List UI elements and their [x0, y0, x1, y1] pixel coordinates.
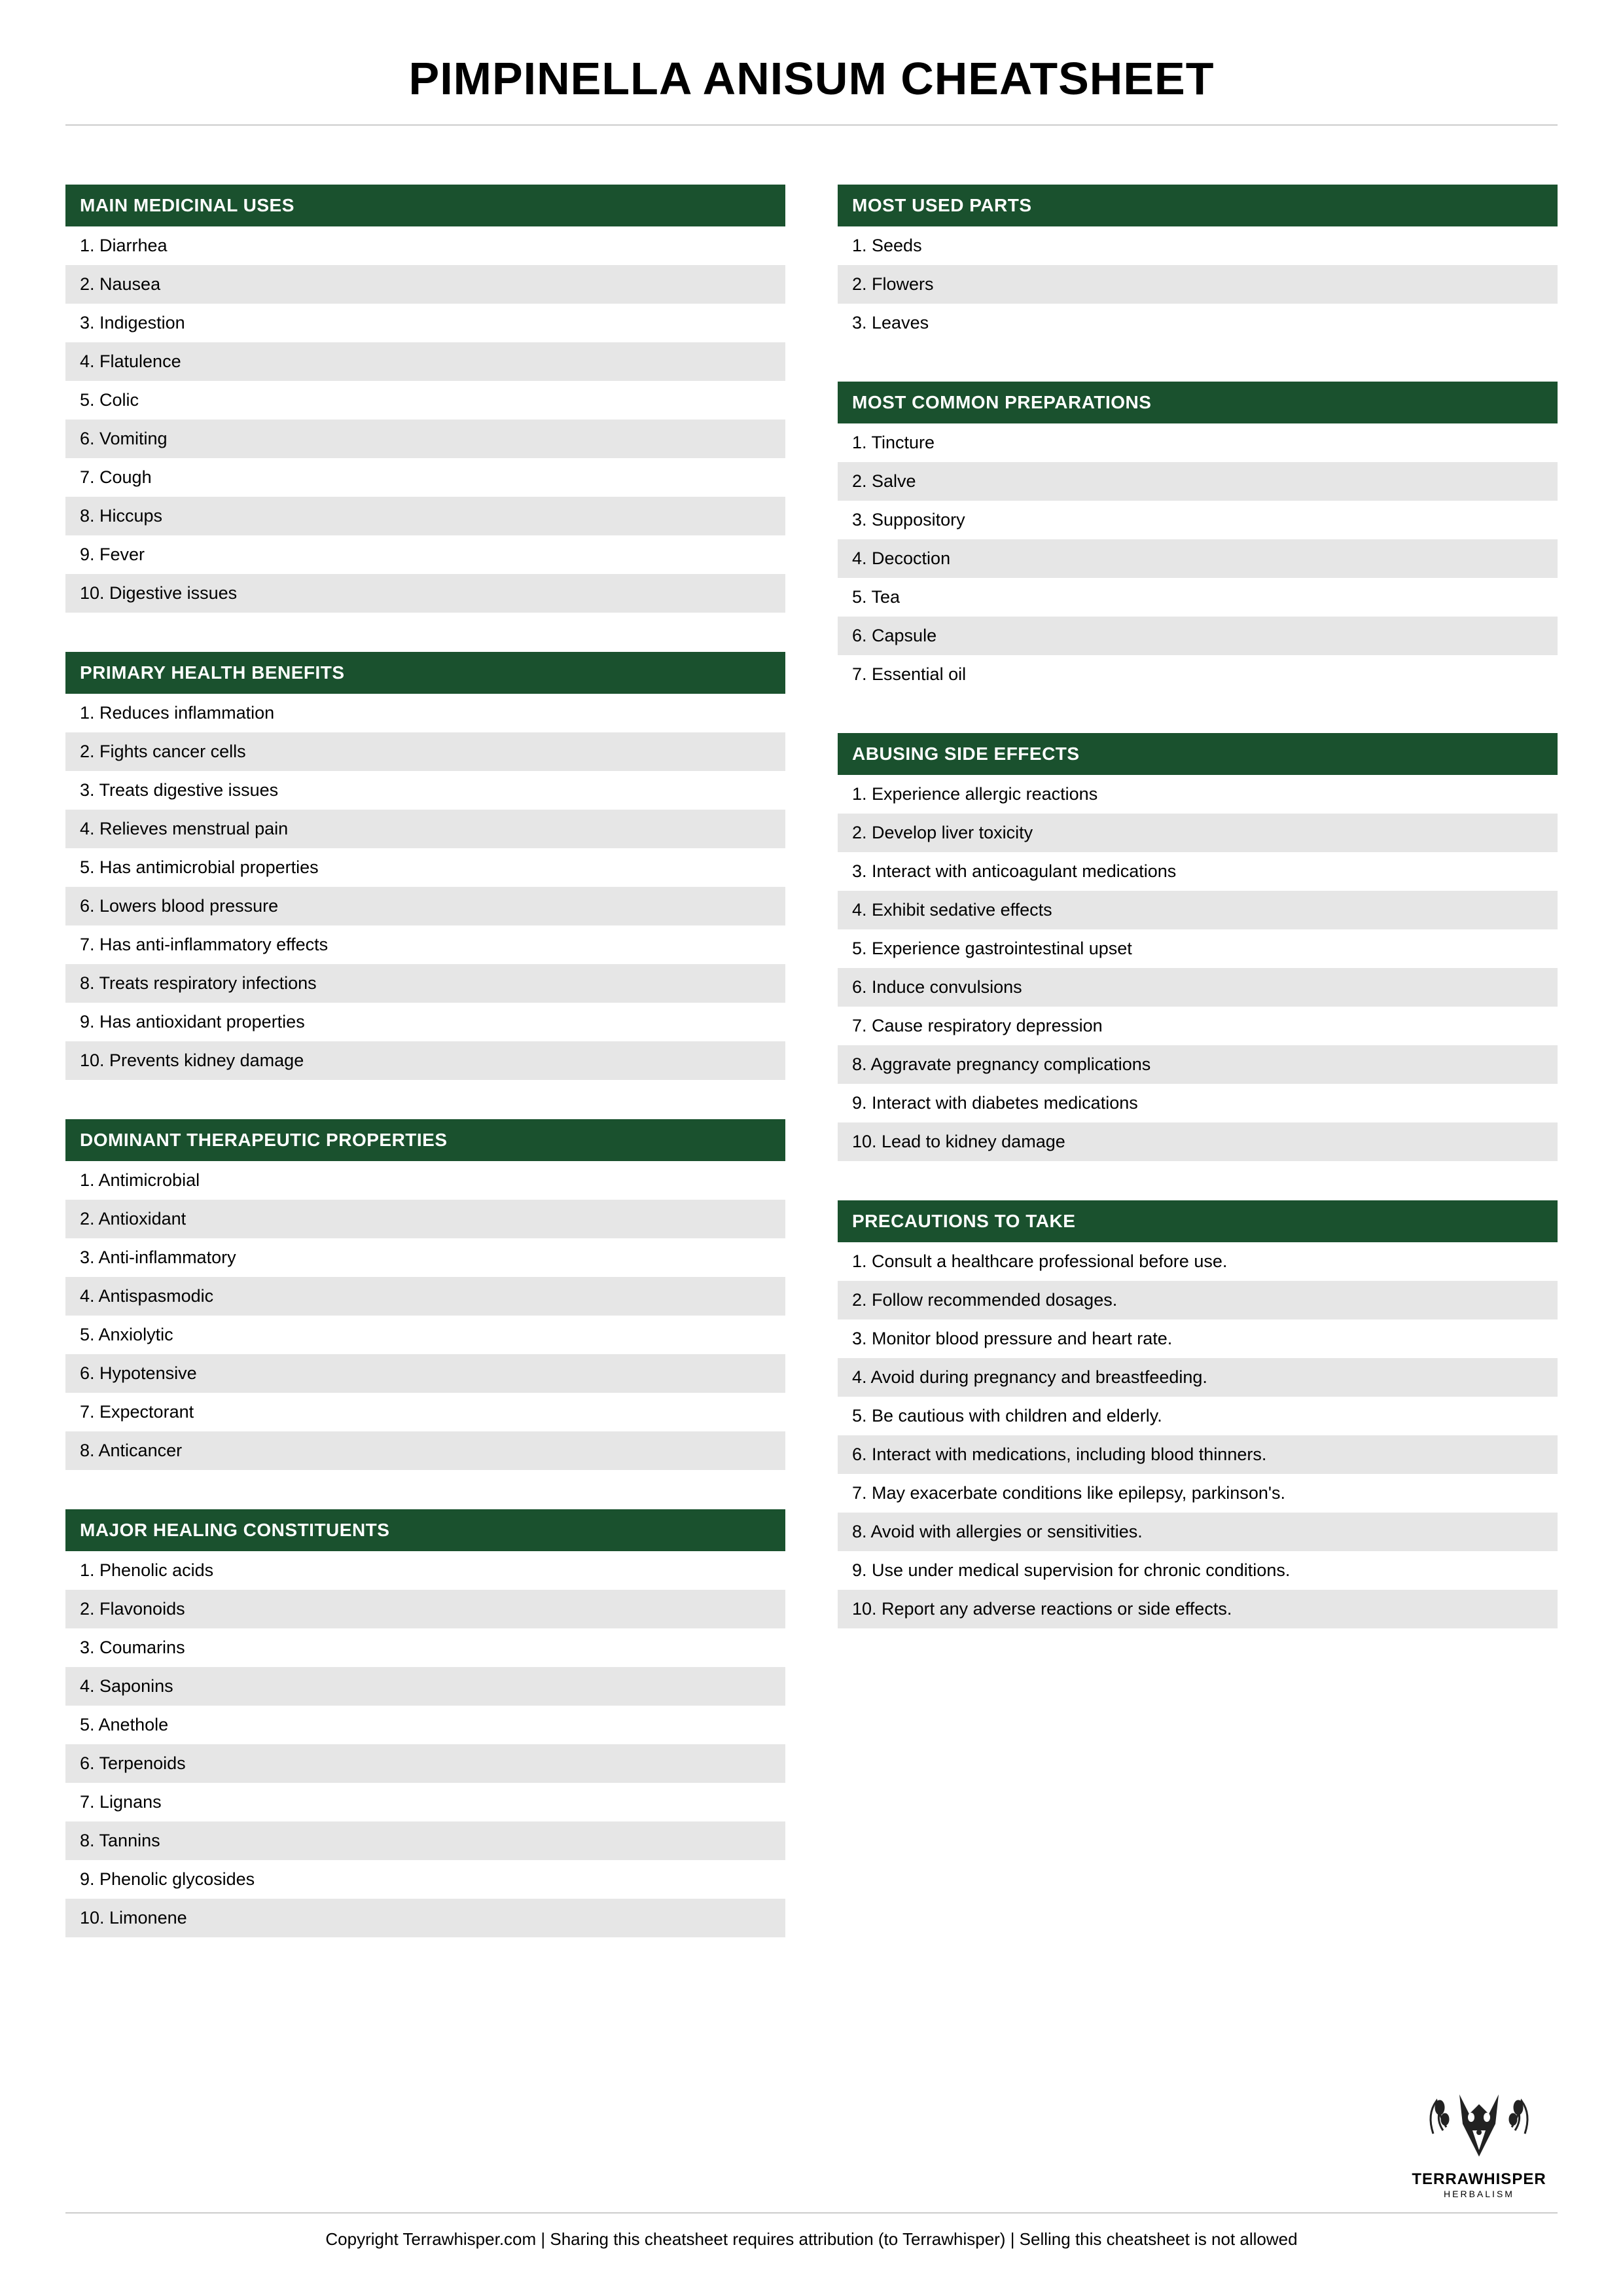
list-item: 1. Seeds	[838, 226, 1558, 265]
section-header: ABUSING SIDE EFFECTS	[838, 733, 1558, 775]
list-item: 7. Lignans	[65, 1783, 785, 1821]
list-item: 1. Antimicrobial	[65, 1161, 785, 1200]
section: ABUSING SIDE EFFECTS1. Experience allerg…	[838, 733, 1558, 1161]
section: MAIN MEDICINAL USES1. Diarrhea2. Nausea3…	[65, 185, 785, 613]
list-item: 3. Leaves	[838, 304, 1558, 342]
list-item: 3. Anti-inflammatory	[65, 1238, 785, 1277]
columns: MAIN MEDICINAL USES1. Diarrhea2. Nausea3…	[65, 185, 1558, 1977]
list-item: 2. Fights cancer cells	[65, 732, 785, 771]
list-item: 7. Cough	[65, 458, 785, 497]
list-item: 2. Salve	[838, 462, 1558, 501]
section: MAJOR HEALING CONSTITUENTS1. Phenolic ac…	[65, 1509, 785, 1937]
logo-text: TERRAWHISPER	[1400, 2170, 1558, 2189]
list-item: 8. Tannins	[65, 1821, 785, 1860]
list-item: 9. Phenolic glycosides	[65, 1860, 785, 1899]
section-header: MAIN MEDICINAL USES	[65, 185, 785, 226]
list-item: 8. Anticancer	[65, 1431, 785, 1470]
list-item: 2. Antioxidant	[65, 1200, 785, 1238]
list-item: 5. Be cautious with children and elderly…	[838, 1397, 1558, 1435]
list-item: 5. Has antimicrobial properties	[65, 848, 785, 887]
list-item: 9. Has antioxidant properties	[65, 1003, 785, 1041]
list-item: 3. Treats digestive issues	[65, 771, 785, 810]
list-item: 3. Suppository	[838, 501, 1558, 539]
section-header: PRIMARY HEALTH BENEFITS	[65, 652, 785, 694]
list-item: 2. Develop liver toxicity	[838, 814, 1558, 852]
fox-icon	[1420, 2081, 1538, 2166]
list-item: 1. Experience allergic reactions	[838, 775, 1558, 814]
section: MOST USED PARTS1. Seeds2. Flowers3. Leav…	[838, 185, 1558, 342]
list-item: 4. Relieves menstrual pain	[65, 810, 785, 848]
list-item: 7. Essential oil	[838, 655, 1558, 694]
list-item: 3. Coumarins	[65, 1628, 785, 1667]
logo-subtext: HERBALISM	[1400, 2189, 1558, 2199]
list-item: 8. Aggravate pregnancy complications	[838, 1045, 1558, 1084]
logo: TERRAWHISPER HERBALISM	[1400, 2081, 1558, 2199]
list-item: 5. Anethole	[65, 1706, 785, 1744]
list-item: 7. Has anti-inflammatory effects	[65, 925, 785, 964]
section-header: MOST USED PARTS	[838, 185, 1558, 226]
list-item: 3. Monitor blood pressure and heart rate…	[838, 1319, 1558, 1358]
section: PRIMARY HEALTH BENEFITS1. Reduces inflam…	[65, 652, 785, 1080]
list-item: 2. Nausea	[65, 265, 785, 304]
column-left: MAIN MEDICINAL USES1. Diarrhea2. Nausea3…	[65, 185, 785, 1977]
section-header: PRECAUTIONS TO TAKE	[838, 1200, 1558, 1242]
list-item: 10. Lead to kidney damage	[838, 1122, 1558, 1161]
list-item: 6. Capsule	[838, 617, 1558, 655]
list-item: 4. Flatulence	[65, 342, 785, 381]
list-item: 5. Anxiolytic	[65, 1316, 785, 1354]
list-item: 6. Interact with medications, including …	[838, 1435, 1558, 1474]
footer: TERRAWHISPER HERBALISM Copyright Terrawh…	[65, 2081, 1558, 2250]
list-item: 10. Limonene	[65, 1899, 785, 1937]
section: DOMINANT THERAPEUTIC PROPERTIES1. Antimi…	[65, 1119, 785, 1470]
list-item: 6. Vomiting	[65, 420, 785, 458]
list-item: 2. Flavonoids	[65, 1590, 785, 1628]
list-item: 4. Antispasmodic	[65, 1277, 785, 1316]
list-item: 3. Interact with anticoagulant medicatio…	[838, 852, 1558, 891]
list-item: 4. Avoid during pregnancy and breastfeed…	[838, 1358, 1558, 1397]
page-title: PIMPINELLA ANISUM CHEATSHEET	[65, 52, 1558, 105]
divider-bottom	[65, 2212, 1558, 2214]
divider-top	[65, 124, 1558, 126]
list-item: 10. Prevents kidney damage	[65, 1041, 785, 1080]
list-item: 8. Treats respiratory infections	[65, 964, 785, 1003]
list-item: 10. Report any adverse reactions or side…	[838, 1590, 1558, 1628]
list-item: 1. Phenolic acids	[65, 1551, 785, 1590]
list-item: 10. Digestive issues	[65, 574, 785, 613]
copyright-text: Copyright Terrawhisper.com | Sharing thi…	[65, 2229, 1558, 2250]
list-item: 5. Colic	[65, 381, 785, 420]
list-item: 4. Decoction	[838, 539, 1558, 578]
list-item: 7. May exacerbate conditions like epilep…	[838, 1474, 1558, 1513]
list-item: 1. Tincture	[838, 423, 1558, 462]
list-item: 1. Reduces inflammation	[65, 694, 785, 732]
list-item: 7. Cause respiratory depression	[838, 1007, 1558, 1045]
list-item: 6. Lowers blood pressure	[65, 887, 785, 925]
list-item: 2. Flowers	[838, 265, 1558, 304]
list-item: 4. Saponins	[65, 1667, 785, 1706]
list-item: 9. Use under medical supervision for chr…	[838, 1551, 1558, 1590]
list-item: 6. Hypotensive	[65, 1354, 785, 1393]
list-item: 6. Induce convulsions	[838, 968, 1558, 1007]
section-header: MAJOR HEALING CONSTITUENTS	[65, 1509, 785, 1551]
list-item: 4. Exhibit sedative effects	[838, 891, 1558, 929]
list-item: 9. Interact with diabetes medications	[838, 1084, 1558, 1122]
section: PRECAUTIONS TO TAKE1. Consult a healthca…	[838, 1200, 1558, 1628]
column-right: MOST USED PARTS1. Seeds2. Flowers3. Leav…	[838, 185, 1558, 1977]
list-item: 8. Hiccups	[65, 497, 785, 535]
list-item: 7. Expectorant	[65, 1393, 785, 1431]
section-header: DOMINANT THERAPEUTIC PROPERTIES	[65, 1119, 785, 1161]
list-item: 8. Avoid with allergies or sensitivities…	[838, 1513, 1558, 1551]
list-item: 5. Tea	[838, 578, 1558, 617]
list-item: 5. Experience gastrointestinal upset	[838, 929, 1558, 968]
section: MOST COMMON PREPARATIONS1. Tincture2. Sa…	[838, 382, 1558, 694]
list-item: 3. Indigestion	[65, 304, 785, 342]
list-item: 1. Consult a healthcare professional bef…	[838, 1242, 1558, 1281]
list-item: 6. Terpenoids	[65, 1744, 785, 1783]
list-item: 2. Follow recommended dosages.	[838, 1281, 1558, 1319]
section-header: MOST COMMON PREPARATIONS	[838, 382, 1558, 423]
list-item: 1. Diarrhea	[65, 226, 785, 265]
list-item: 9. Fever	[65, 535, 785, 574]
